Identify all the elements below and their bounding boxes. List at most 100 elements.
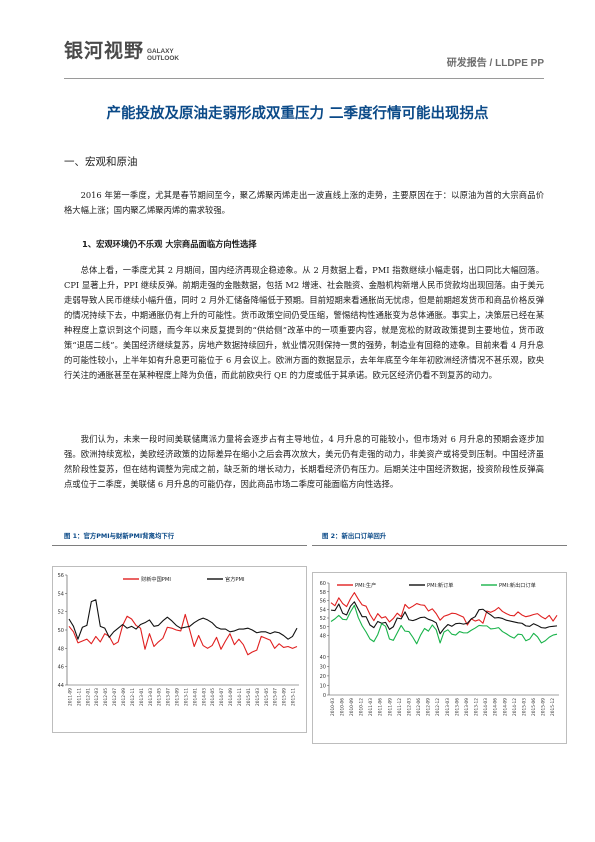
y-tick-label: 58	[320, 590, 326, 596]
subsection-heading: 1、宏观环境仍不乐观 大宗商品面临方向性选择	[82, 239, 257, 249]
y-tick-label: 10	[320, 683, 326, 689]
y-tick-label: 48	[58, 646, 64, 652]
x-tick-label: 2012-05	[103, 688, 109, 706]
logo-chinese-text: 银河视野	[64, 40, 145, 62]
x-tick-label: 2014-09	[228, 688, 234, 706]
x-tick-label: 2013-09	[175, 688, 181, 706]
paragraph-macro: 总体上看，一季度尤其 2 月期间，国内经济再现企稳迹象。从 2 月数据上看，PM…	[64, 265, 544, 380]
series-line	[68, 599, 298, 640]
series-line	[330, 604, 558, 645]
legend-label: PMI:生产	[355, 581, 376, 589]
x-tick-label: 2013-06	[454, 698, 460, 716]
new-export-orders-line-chart: 0 10 20 30 40 48 50 52 54 56 58 60 2010-03 2010-06 201…	[320, 581, 559, 716]
y-tick-label: 56	[58, 573, 64, 579]
x-tick-label: 2014-09	[502, 698, 508, 716]
y-tick-label: 20	[320, 674, 326, 680]
figure-1-caption: 图 1：官方PMI与财新PMI背离均下行	[64, 532, 175, 540]
figure-1-rule	[52, 545, 307, 546]
x-tick-label: 2014-03	[483, 698, 489, 716]
x-tick-label: 2014-07	[219, 688, 225, 706]
figure-2-caption: 图 2：新出口订单回升	[322, 532, 387, 540]
logo-english-text: GALAXY OUTLOOK	[147, 48, 179, 62]
report-header: 银河视野 GALAXY OUTLOOK 研发报告 / LLDPE PP	[64, 40, 544, 74]
series-line	[330, 592, 558, 626]
y-tick-label: 50	[58, 628, 64, 634]
x-tick-label: 2013-07	[166, 688, 172, 706]
x-tick-label: 2015-05	[264, 688, 270, 706]
paragraph-intro: 2016 年第一季度，尤其是春节期间至今，聚乙烯聚丙烯走出一波直线上涨的走势，主…	[64, 190, 544, 215]
x-tick-label: 2012-01	[85, 688, 91, 706]
x-tick-label: 2011-06	[378, 698, 384, 716]
y-tick-label: 52	[320, 616, 326, 622]
x-tick-label: 2012-07	[112, 688, 118, 706]
x-tick-label: 2013-11	[183, 688, 189, 706]
document-type-label: 研发报告 / LLDPE PP	[446, 58, 544, 69]
x-tick-label: 2012-12	[435, 698, 441, 716]
x-tick-label: 2014-12	[512, 698, 518, 716]
x-tick-label: 2011-11	[76, 688, 82, 706]
x-tick-label: 2013-03	[445, 698, 451, 716]
x-tick-label: 2015-03	[255, 688, 261, 706]
x-tick-label: 2015-01	[246, 688, 252, 706]
x-tick-label: 2013-01	[139, 688, 145, 706]
x-tick-label: 2011-09	[387, 698, 393, 716]
x-tick-label: 2014-05	[210, 688, 216, 706]
y-tick-label: 50	[320, 625, 326, 631]
x-tick-label: 2011-09	[67, 688, 73, 706]
x-tick-label: 2015-06	[531, 698, 537, 716]
x-tick-label: 2010-03	[330, 698, 336, 716]
y-tick-label: 40	[320, 655, 326, 661]
x-tick-label: 2011-03	[368, 698, 374, 716]
x-tick-label: 2012-06	[416, 698, 422, 716]
x-tick-label: 2013-09	[464, 698, 470, 716]
x-tick-label: 2014-06	[493, 698, 499, 716]
legend-label: 财新中国PMI	[141, 575, 171, 583]
y-tick-label: 60	[320, 581, 326, 587]
y-tick-label: 30	[320, 664, 326, 670]
paragraph-outlook: 我们认为，未来一段时间美联储鹰派力量将会逐步占有主导地位，4 月升息的可能较小，…	[64, 434, 544, 489]
x-tick-label: 2012-03	[94, 688, 100, 706]
y-tick-label: 46	[58, 665, 64, 671]
x-tick-label: 2013-12	[474, 698, 480, 716]
x-tick-label: 2012-09	[426, 698, 432, 716]
logo-en-line1: GALAXY	[147, 48, 174, 55]
x-tick-label: 2013-05	[157, 688, 163, 706]
y-tick-label: 52	[58, 610, 64, 616]
figure-2-rule	[312, 545, 567, 546]
x-tick-label: 2015-09	[541, 698, 547, 716]
y-tick-label: 48	[320, 634, 326, 640]
series-line	[68, 613, 298, 656]
legend-label: PMI:新出口订单	[499, 581, 536, 589]
x-tick-label: 2015-11	[291, 688, 297, 706]
legend-label: PMI:新订单	[427, 581, 453, 589]
galaxy-logo: 银河视野 GALAXY OUTLOOK	[64, 40, 179, 62]
x-tick-label: 2014-11	[237, 688, 243, 706]
x-tick-label: 2015-12	[550, 698, 556, 716]
y-tick-label: 0	[323, 693, 326, 699]
x-tick-label: 2015-09	[282, 688, 288, 706]
x-tick-label: 2010-12	[359, 698, 365, 716]
x-tick-label: 2010-09	[349, 698, 355, 716]
x-tick-label: 2012-11	[130, 688, 136, 706]
x-tick-label: 2015-03	[521, 698, 527, 716]
x-tick-label: 2010-06	[339, 698, 345, 716]
figure-2-chart: 0 10 20 30 40 48 50 52 54 56 58 60 2010-03 2010-06 201…	[312, 572, 567, 744]
header-divider	[64, 78, 544, 79]
logo-en-line2: OUTLOOK	[147, 55, 179, 62]
figure-1-chart: 44 46 48 50 52 54 56 2011-09 2011-11 2012-01 2012-…	[52, 566, 307, 733]
series-line	[330, 601, 558, 635]
x-tick-label: 2014-03	[201, 688, 207, 706]
y-tick-label: 54	[320, 607, 326, 613]
x-tick-label: 2011-12	[397, 698, 403, 716]
report-title: 产能投放及原油走弱形成双重压力 二季度行情可能出现拐点	[106, 106, 489, 122]
x-tick-label: 2014-01	[192, 688, 198, 706]
y-tick-label: 44	[58, 683, 64, 689]
y-tick-label: 54	[58, 591, 64, 597]
y-tick-label: 56	[320, 599, 326, 605]
x-tick-label: 2012-03	[406, 698, 412, 716]
x-tick-label: 2015-07	[273, 688, 279, 706]
x-tick-label: 2012-09	[121, 688, 127, 706]
x-tick-label: 2013-03	[148, 688, 154, 706]
section-heading: 一、宏观和原油	[64, 156, 138, 168]
